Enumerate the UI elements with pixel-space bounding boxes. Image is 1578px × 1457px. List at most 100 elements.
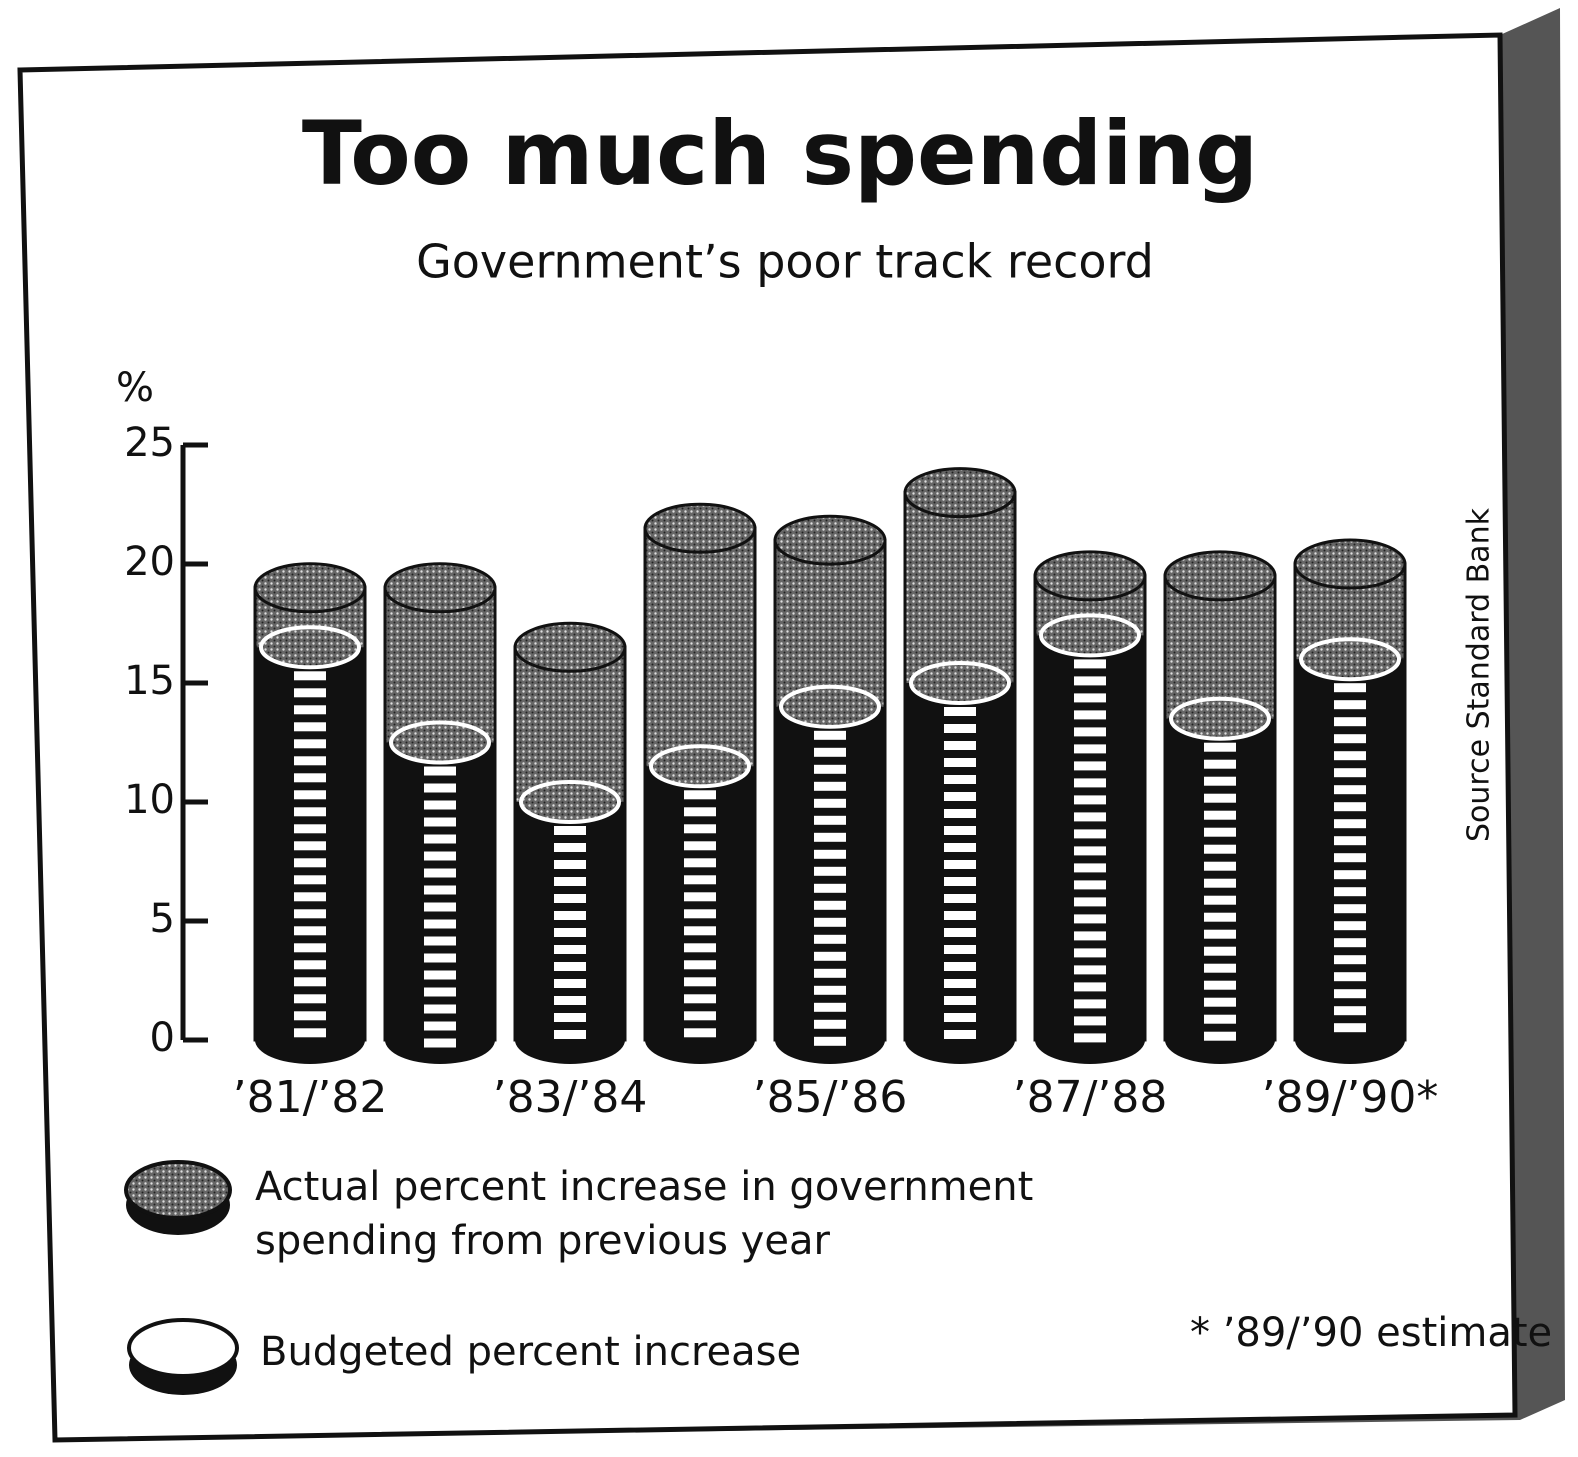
coin-stripe [424, 987, 456, 997]
coin-stripe [684, 960, 716, 970]
coin-stripe [554, 1030, 586, 1039]
coin-stripe [424, 1021, 456, 1031]
y-tick-label: 15 [124, 658, 175, 704]
coin-stripe [814, 781, 846, 791]
coin-stripe [944, 962, 976, 971]
coin-stripe [424, 800, 456, 810]
coin-stripe [554, 877, 586, 886]
coin-stripe [684, 807, 716, 817]
coin-stripe [1074, 710, 1106, 720]
coin-stripe [1334, 853, 1366, 863]
coin-stripe [1334, 887, 1366, 897]
coin-stripe [1074, 812, 1106, 822]
coin-stripe [1204, 776, 1236, 786]
legend-swatch [127, 1318, 239, 1378]
coin-stripe [814, 968, 846, 978]
coin-stripe [554, 843, 586, 852]
coin-stripe [1074, 846, 1106, 856]
coin-stripe [1204, 963, 1236, 973]
coin-stripe [684, 824, 716, 834]
coin-stripe [684, 994, 716, 1004]
coin-stripe [944, 996, 976, 1005]
coin-stripe [1074, 744, 1106, 754]
coin-stripe [294, 722, 326, 732]
coin-stripe [294, 790, 326, 800]
coin-stripe [814, 815, 846, 825]
actual-top [253, 562, 367, 614]
coin-stripe [554, 979, 586, 988]
actual-top [1163, 550, 1277, 602]
coin-stripe [944, 1030, 976, 1039]
coin-stripe [814, 849, 846, 859]
coin-stripe [814, 951, 846, 961]
coin-stripe [1334, 819, 1366, 829]
coin-stripe [424, 783, 456, 793]
x-tick-label: ’85/’86 [753, 1072, 908, 1123]
coin-stripe [1334, 921, 1366, 931]
coin-stripe [684, 909, 716, 919]
coin-stripe [424, 851, 456, 861]
coin-stripe [1334, 870, 1366, 880]
budget-bar [1295, 659, 1405, 1040]
coin-stripe [294, 688, 326, 698]
coin-stripe [944, 724, 976, 733]
actual-top [1033, 550, 1147, 602]
coin-stripe [1074, 1033, 1106, 1043]
coin-stripe [424, 766, 456, 776]
y-tick-label: 20 [124, 539, 175, 585]
budget-top [259, 625, 361, 670]
coin-stripe [814, 747, 846, 757]
coin-stripe [554, 1013, 586, 1022]
coin-stripe [1204, 810, 1236, 820]
y-axis-label: % [116, 365, 154, 411]
coin-stripe [554, 928, 586, 937]
coin-stripe [294, 756, 326, 766]
coin-stripe [1204, 878, 1236, 888]
coin-stripe [554, 894, 586, 903]
coin-stripe [294, 841, 326, 851]
coin-stripe [1074, 880, 1106, 890]
x-tick-label: ’89/’90* [1262, 1072, 1439, 1123]
coin-stripe [294, 960, 326, 970]
coin-stripe [1204, 742, 1236, 752]
coin-stripe [294, 739, 326, 749]
coin-stripe [944, 826, 976, 835]
coin-stripe [294, 909, 326, 919]
budget-top [649, 744, 751, 789]
y-tick-label: 5 [150, 896, 175, 942]
budget-top [389, 720, 491, 765]
coin-stripe [1204, 895, 1236, 905]
legend-label: Actual percent increase in government sp… [255, 1164, 1034, 1264]
coin-stripe [1334, 989, 1366, 999]
coin-stripe [1204, 793, 1236, 803]
coin-stripe [294, 943, 326, 953]
coin-stripe [944, 809, 976, 818]
coin-stripe [554, 962, 586, 971]
coin-stripe [554, 826, 586, 835]
coin-stripe [1074, 761, 1106, 771]
actual-top [903, 467, 1017, 519]
coin-stripe [1204, 912, 1236, 922]
coin-stripe [1204, 997, 1236, 1007]
coin-stripe [1334, 717, 1366, 727]
coin-stripe [944, 860, 976, 869]
coin-stripe [1074, 965, 1106, 975]
coin-stripe [1204, 827, 1236, 837]
budget-top [1169, 696, 1271, 741]
coin-stripe [1074, 897, 1106, 907]
x-tick-label: ’81/’82 [233, 1072, 388, 1123]
coin-stripe [944, 894, 976, 903]
coin-stripe [944, 741, 976, 750]
coin-stripe [684, 790, 716, 800]
coin-stripe [944, 775, 976, 784]
coin-stripe [1204, 861, 1236, 871]
coin-stripe [1074, 727, 1106, 737]
coin-stripe [294, 807, 326, 817]
coin-stripe [1334, 700, 1366, 710]
coin-stripe [814, 1002, 846, 1012]
coin-stripe [1074, 659, 1106, 669]
coin-stripe [684, 977, 716, 987]
budget-top [519, 780, 621, 824]
source: Source Standard Bank [1462, 507, 1497, 842]
